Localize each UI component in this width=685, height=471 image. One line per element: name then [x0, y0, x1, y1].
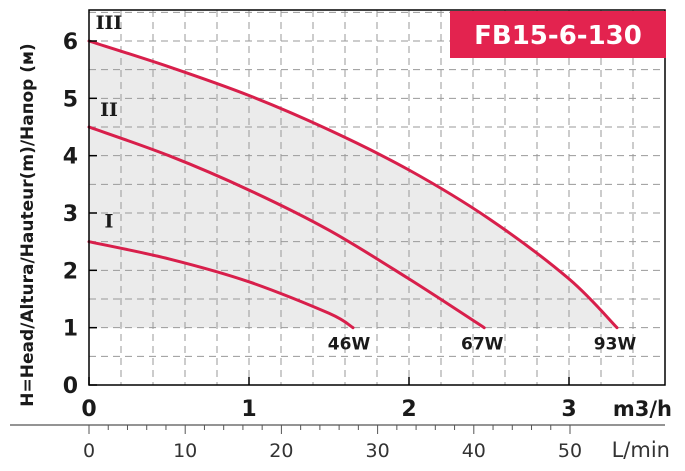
x-tick-label: 3: [561, 397, 576, 422]
curve-labels: I 46W II 67W III 93W: [96, 12, 637, 355]
grid: [89, 10, 665, 385]
x-tick-label: 0: [81, 397, 96, 422]
plot-frame: [88, 9, 666, 386]
curve-label: II: [100, 99, 118, 121]
y-tick-label: 6: [63, 30, 78, 55]
title-box: [450, 11, 666, 58]
chart-title: FB15-6-130: [474, 21, 642, 51]
curves: [87, 39, 619, 330]
y-tick-label: 0: [63, 374, 78, 399]
x-tick-label: 2: [401, 397, 416, 422]
y-tick-label: 1: [63, 317, 78, 342]
y-axis-label: H=Head/Altura/Hauteur(m)/Напор (м): [18, 43, 38, 406]
axes: [88, 9, 666, 386]
y-tick-label: 5: [63, 87, 78, 112]
power-label: 93W: [594, 335, 637, 355]
curve-label: III: [96, 12, 123, 34]
power-label: 67W: [461, 335, 504, 355]
secondary-tick-label: 50: [558, 440, 582, 462]
y-tick-label: 3: [63, 202, 78, 227]
curve-label: I: [105, 211, 114, 233]
y-tick-label: 4: [63, 145, 78, 170]
x-tick-label: 1: [241, 397, 256, 422]
power-label: 46W: [328, 335, 371, 355]
secondary-tick-label: 30: [366, 440, 390, 462]
y-tick-label: 2: [63, 259, 78, 284]
secondary-tick-label: 40: [462, 440, 486, 462]
curve-i: [87, 240, 355, 330]
curve-iii: [87, 39, 619, 330]
secondary-tick-label: 0: [83, 440, 95, 462]
curve-ii: [87, 125, 486, 330]
secondary-tick-label: 10: [173, 440, 197, 462]
secondary-axis: 0 10 20 30 40 50: [10, 424, 665, 462]
secondary-axis-unit: L/min: [612, 438, 670, 462]
x-axis-unit: m3/h: [613, 397, 672, 421]
tick-labels: 0 1 2 3 4 5 6 0 1 2 3: [63, 30, 577, 422]
secondary-tick-label: 20: [269, 440, 293, 462]
